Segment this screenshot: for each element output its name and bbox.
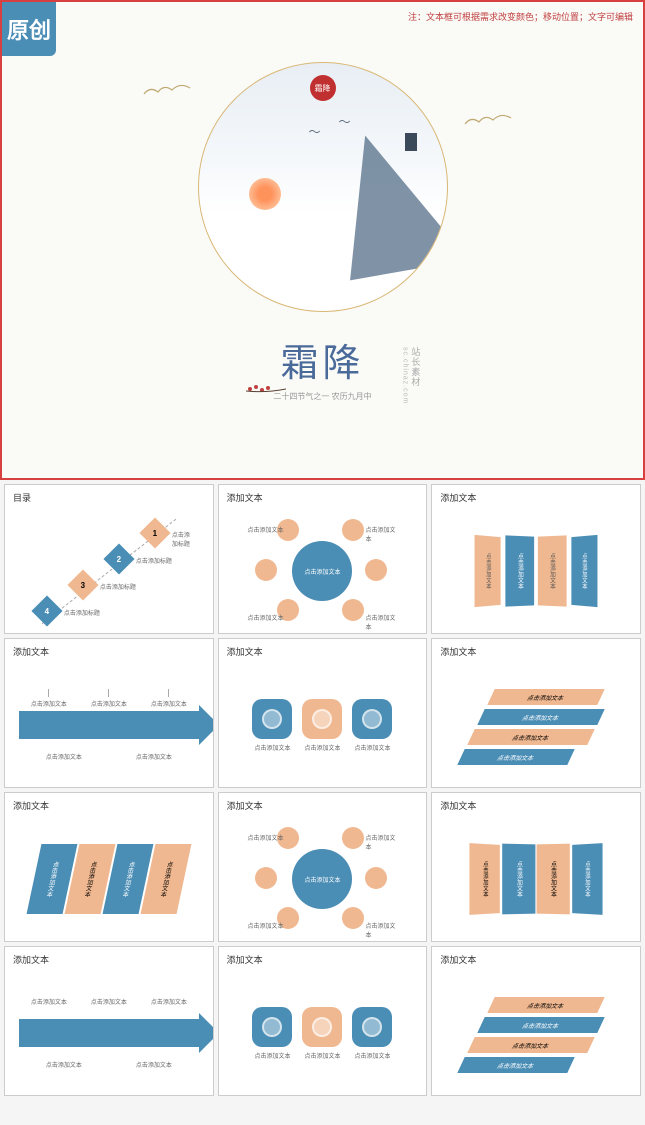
thumb-title: 目录: [13, 491, 31, 504]
thumb-title: 添加文本: [440, 491, 476, 504]
thumb-toc[interactable]: 目录 1 点击添加标题 2 点击添加标题 3 点击添加标题 4 点击添加标题: [4, 484, 214, 634]
thumb-arrow-2[interactable]: 添加文本 点击添加文本 点击添加文本 点击添加文本 点击添加文本 点击添加文本: [4, 946, 214, 1096]
thumb-rsquares[interactable]: 添加文本 点击添加文本 点击添加文本 点击添加文本: [218, 638, 428, 788]
seal-stamp: 霜降: [310, 75, 336, 101]
bird-icon: 〜: [309, 123, 321, 140]
thumb-title: 添加文本: [440, 953, 476, 966]
cloud-decoration-left: [142, 82, 192, 100]
thumb-hub-2[interactable]: 添加文本 点击添加文本 点击添加文本 点击添加文本 点击添加文本 点击添加文本: [218, 792, 428, 942]
hub-diagram: 点击添加文本 点击添加文本 点击添加文本 点击添加文本 点击添加文本: [247, 521, 397, 621]
subtitle: 二十四节气之一 农历九月中: [273, 391, 371, 402]
thumb-rsquares-2[interactable]: 添加文本 点击添加文本 点击添加文本 点击添加文本: [218, 946, 428, 1096]
thumb-hub[interactable]: 添加文本 点击添加文本 点击添加文本 点击添加文本 点击添加文本 点击添加文本: [218, 484, 428, 634]
thumb-title: 添加文本: [227, 491, 263, 504]
thumb-arrow[interactable]: 添加文本 点击添加文本 点击添加文本 点击添加文本 点击添加文本 点击添加文本: [4, 638, 214, 788]
thumb-slants-2[interactable]: 添加文本 点击添加文本 点击添加文本 点击添加文本 点击添加文本: [431, 946, 641, 1096]
slant-bars: 点击添加文本 点击添加文本 点击添加文本 点击添加文本: [451, 685, 621, 765]
cloud-decoration-right: [463, 112, 513, 130]
rounded-squares: 点击添加文本 点击添加文本 点击添加文本: [252, 699, 392, 752]
mountain-shape: [325, 122, 447, 281]
hub-diagram: 点击添加文本 点击添加文本 点击添加文本 点击添加文本 点击添加文本: [247, 829, 397, 929]
thumb-title: 添加文本: [227, 799, 263, 812]
thumbnail-grid: 目录 1 点击添加标题 2 点击添加标题 3 点击添加标题 4 点击添加标题 添…: [0, 480, 645, 1100]
thumb-title: 添加文本: [13, 799, 49, 812]
thumb-title: 添加文本: [13, 953, 49, 966]
title-block: 霜降 二十四节气之一 农历九月中: [273, 332, 371, 402]
fold-panels: 点击添加文本 点击添加文本 点击添加文本 点击添加文本: [468, 844, 604, 914]
thumb-title: 添加文本: [227, 953, 263, 966]
flower-decoration: [246, 382, 286, 394]
original-badge: 原创: [2, 2, 56, 56]
bird-icon: 〜: [339, 113, 351, 130]
thumb-folds[interactable]: 添加文本 点击添加文本 点击添加文本 点击添加文本 点击添加文本: [431, 792, 641, 942]
thumb-title: 添加文本: [440, 799, 476, 812]
thumb-panels[interactable]: 添加文本 点击添加文本 点击添加文本 点击添加文本 点击添加文本: [431, 484, 641, 634]
arrow-diagram: 点击添加文本 点击添加文本 点击添加文本 点击添加文本 点击添加文本: [19, 711, 199, 739]
panels-3d: 点击添加文本 点击添加文本 点击添加文本 点击添加文本: [473, 536, 599, 606]
sun-icon: [249, 178, 281, 210]
hub-center: 点击添加文本: [292, 541, 352, 601]
edit-note: 注：文本框可根据需求改变颜色；移动位置；文字可编辑: [408, 10, 633, 23]
arrow-diagram: 点击添加文本 点击添加文本 点击添加文本 点击添加文本 点击添加文本: [19, 1019, 199, 1047]
thumb-title: 添加文本: [440, 645, 476, 658]
thumb-title: 添加文本: [13, 645, 49, 658]
toc-steps: 1 点击添加标题 2 点击添加标题 3 点击添加标题 4 点击添加标题: [24, 516, 194, 626]
watermark: 站长素材sc.chinaz.com: [399, 347, 422, 404]
main-title: 霜降: [273, 332, 371, 387]
thumb-title: 添加文本: [227, 645, 263, 658]
hub-center: 点击添加文本: [292, 849, 352, 909]
main-slide: 原创 注：文本框可根据需求改变颜色；移动位置；文字可编辑 霜降 〜 〜 霜降 二…: [0, 0, 645, 480]
circle-frame: 霜降 〜 〜: [198, 62, 448, 312]
parallelograms: 点击添加文本 点击添加文本 点击添加文本 点击添加文本: [34, 844, 184, 914]
pagoda-shape: [405, 133, 417, 151]
slant-bars: 点击添加文本 点击添加文本 点击添加文本 点击添加文本: [451, 993, 621, 1073]
thumb-paras[interactable]: 添加文本 点击添加文本 点击添加文本 点击添加文本 点击添加文本: [4, 792, 214, 942]
thumb-slants[interactable]: 添加文本 点击添加文本 点击添加文本 点击添加文本 点击添加文本: [431, 638, 641, 788]
rounded-squares: 点击添加文本 点击添加文本 点击添加文本: [252, 1007, 392, 1060]
